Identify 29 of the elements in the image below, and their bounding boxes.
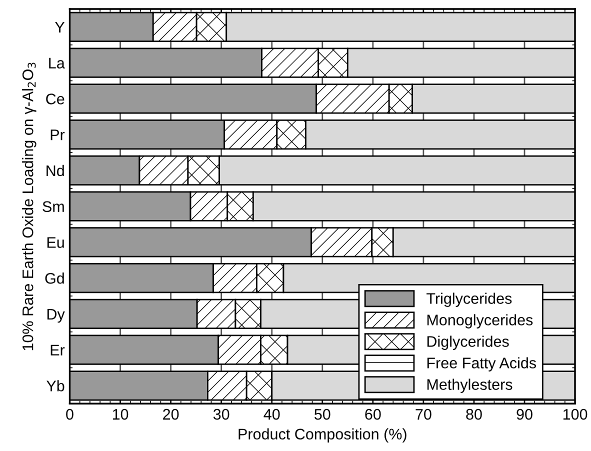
y-tick-label: Y: [55, 22, 65, 32]
x-tick-label: 80: [466, 408, 482, 420]
x-tick-label: 60: [365, 408, 381, 420]
x-tick-label: 50: [314, 408, 330, 420]
legend-label: Triglycerides: [426, 292, 512, 307]
x-tick-label: 30: [213, 408, 230, 420]
y-tick-label: La: [49, 58, 65, 69]
y-tick-label: Eu: [47, 237, 64, 248]
x-tick-label: 100: [563, 408, 588, 420]
x-tick-label: 40: [264, 408, 280, 420]
legend-label: Free Fatty Acids: [427, 357, 536, 372]
x-tick-label: 70: [416, 408, 432, 420]
y-tick-label: Gd: [45, 272, 64, 284]
y-tick-label: Sm: [42, 201, 64, 212]
legend-label: Methylesters: [427, 378, 512, 393]
x-tick-label: 0: [66, 408, 74, 420]
x-tick-label: 20: [163, 408, 179, 420]
y-tick-label: Ce: [46, 94, 64, 104]
y-tick-label: Nd: [46, 164, 64, 176]
x-tick-label: 10: [112, 408, 128, 420]
legend-label: Diglycerides: [427, 336, 509, 350]
legend-label: Monoglycerides: [427, 314, 533, 328]
x-axis-title: Product Composition (%): [238, 428, 406, 443]
y-tick-label: Er: [50, 344, 65, 356]
y-tick-label: Dy: [47, 308, 65, 323]
y-tick-label: Yb: [46, 380, 64, 392]
y-tick-label: Pr: [50, 130, 65, 140]
x-tick-label: 90: [516, 408, 532, 420]
y-axis-title: 10% Rare Earth Oxide Loading on γ-Al$_{2}$O$_{3}$: [22, 62, 36, 350]
